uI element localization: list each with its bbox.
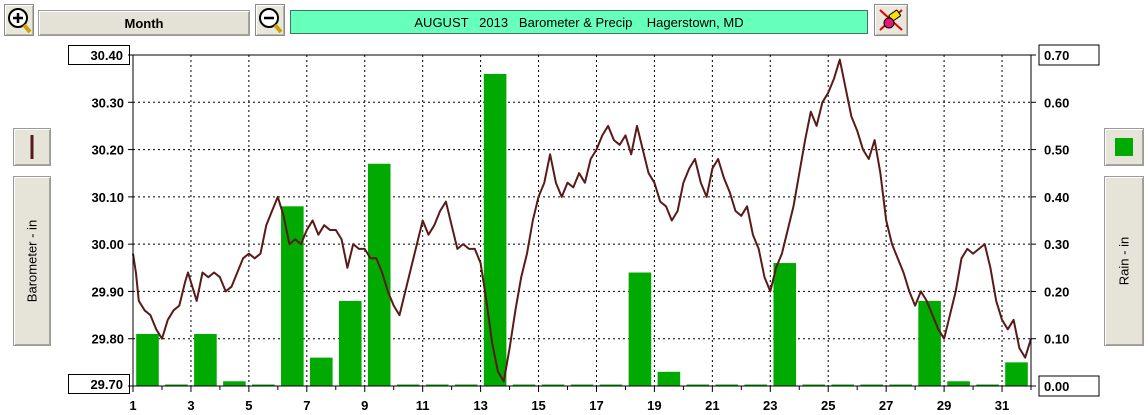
rain-bar: [281, 206, 304, 386]
x-tick-label: 9: [361, 398, 368, 413]
x-tick-label: 21: [705, 398, 719, 413]
paint-eraser-icon: [879, 9, 903, 31]
rain-bar: [686, 384, 710, 386]
rain-bar: [1005, 362, 1028, 386]
rain-bar: [715, 384, 739, 386]
y-left-tick-label: 30.10: [91, 190, 124, 205]
rain-bar: [136, 333, 159, 386]
tool-button[interactable]: [874, 4, 908, 36]
y-right-tick-label: 0.50: [1044, 143, 1069, 158]
rain-bar: [628, 272, 652, 386]
y-left-tick-label: 30.00: [91, 237, 124, 252]
y-left-tick-label: 29.80: [91, 332, 124, 347]
barometer-line: [132, 58, 1032, 383]
barometer-line-icon: [30, 135, 34, 159]
x-tick-label: 19: [647, 398, 661, 413]
x-tick-label: 1: [129, 398, 136, 413]
rain-bar: [947, 381, 970, 386]
x-tick-label: 23: [763, 398, 777, 413]
barometer-axis-button[interactable]: Barometer - in: [13, 176, 51, 346]
y-right-tick-label: 0.70: [1044, 48, 1069, 63]
rain-bar: [454, 384, 478, 386]
rain-bar: [483, 73, 507, 387]
barometer-legend-button[interactable]: [13, 128, 51, 166]
rain-bar: [194, 333, 217, 386]
y-left-tick-label: 30.20: [91, 143, 124, 158]
y-left-tick-label: 30.30: [91, 95, 124, 110]
x-tick-label: 29: [937, 398, 951, 413]
rain-bar: [657, 371, 681, 386]
rain-bar: [744, 384, 768, 386]
x-tick-label: 11: [416, 398, 430, 413]
rain-bar: [918, 300, 941, 386]
rain-bar: [802, 384, 826, 386]
rain-bar: [541, 384, 565, 386]
x-tick-label: 3: [187, 398, 194, 413]
x-tick-label: 31: [995, 398, 1009, 413]
magnifier-plus-icon: [8, 8, 32, 34]
magnifier-minus-icon: [259, 8, 283, 34]
zoom-in-button[interactable]: [4, 4, 34, 36]
rain-bar: [831, 384, 855, 386]
x-tick-label: 25: [821, 398, 835, 413]
y-left-tick-label: 29.90: [91, 284, 124, 299]
rain-bar: [976, 384, 999, 386]
y-right-boxed-label-frame: [1038, 44, 1100, 66]
x-tick-label: 13: [473, 398, 487, 413]
rain-bar: [425, 384, 449, 386]
rain-bar: [165, 384, 188, 386]
rain-bar: [338, 300, 362, 386]
rain-legend-button[interactable]: [1104, 128, 1144, 166]
rain-bar-icon: [1115, 138, 1133, 156]
x-tick-label: 15: [531, 398, 545, 413]
zoom-out-button[interactable]: [255, 4, 285, 36]
rain-bar: [860, 384, 883, 386]
rain-bar: [773, 263, 797, 386]
period-select-button[interactable]: Month: [38, 10, 250, 36]
rain-bar: [512, 384, 536, 386]
rain-bar: [252, 384, 275, 386]
rain-bar: [309, 357, 333, 386]
chart-title: AUGUST 2013 Barometer & Precip Hagerstow…: [290, 10, 868, 34]
y-right-tick-label: 0.40: [1044, 190, 1069, 205]
rain-bar: [367, 163, 391, 386]
plot-frame: [132, 54, 1032, 387]
rain-bar: [570, 384, 594, 386]
rain-bar: [396, 384, 420, 386]
x-tick-label: 5: [245, 398, 252, 413]
y-right-tick-label: 0.10: [1044, 332, 1069, 347]
y-right-tick-label: 0.30: [1044, 237, 1069, 252]
x-tick-label: 7: [303, 398, 310, 413]
left-axis-min-label: 29.70: [68, 374, 130, 394]
y-right-tick-label: 0.60: [1044, 95, 1069, 110]
rain-axis-button[interactable]: Rain - in: [1104, 176, 1144, 346]
rain-bar: [223, 381, 246, 386]
left-axis-max-label: 30.40: [68, 45, 130, 65]
rain-bar: [889, 384, 912, 386]
y-right-boxed-label-frame: [1038, 375, 1100, 397]
y-right-tick-label: 0.00: [1044, 379, 1069, 394]
x-tick-label: 27: [879, 398, 893, 413]
y-right-tick-label: 0.20: [1044, 284, 1069, 299]
rain-bar: [599, 384, 623, 386]
x-tick-label: 17: [589, 398, 603, 413]
